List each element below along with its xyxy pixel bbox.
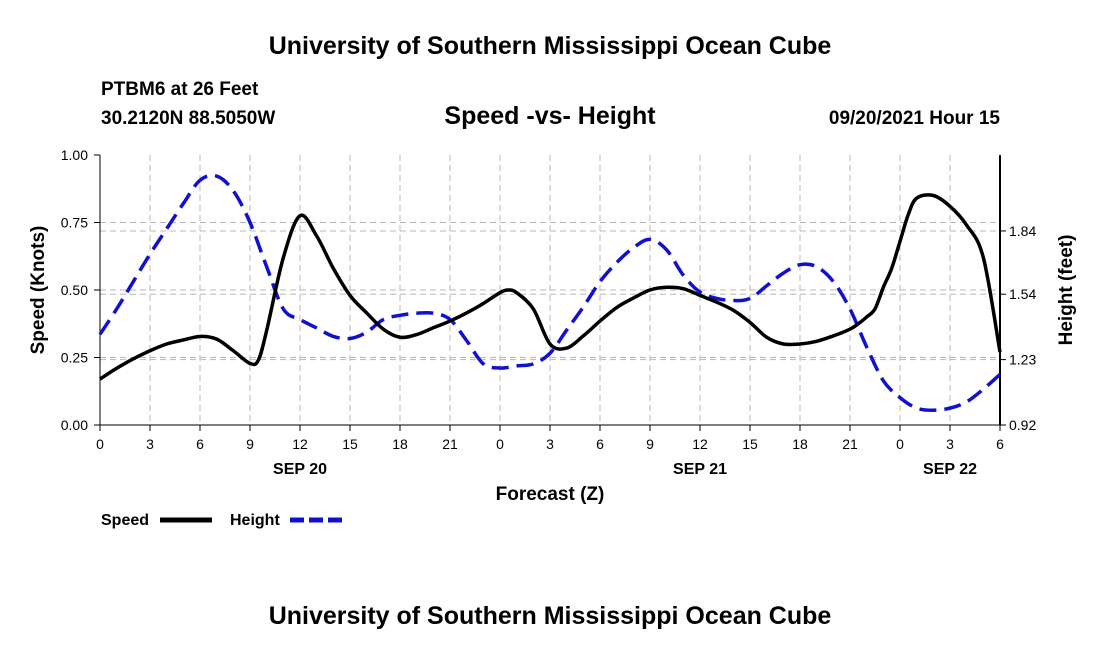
y2-tick-label-2: 1.54 — [1009, 286, 1036, 302]
y2-tick-label-1: 1.23 — [1009, 352, 1036, 368]
station-label: PTBM6 at 26 Feet — [101, 79, 259, 100]
y-tick-label-1: 0.25 — [61, 350, 88, 366]
x-tick-label-17: 3 — [946, 436, 954, 452]
day-label-2: SEP 22 — [923, 461, 977, 478]
page-title-top: University of Southern Mississippi Ocean… — [269, 32, 832, 60]
day-label-1: SEP 21 — [673, 461, 727, 478]
series-line-height — [98, 173, 1002, 412]
x-tick-label-18: 6 — [996, 436, 1004, 452]
x-tick-label-8: 0 — [496, 436, 504, 452]
legend-speed-label: Speed — [101, 512, 149, 529]
x-tick-label-13: 15 — [742, 436, 758, 452]
y-tick-label-2: 0.50 — [61, 282, 88, 298]
x-axis-title: Forecast (Z) — [496, 484, 605, 505]
x-tick-label-11: 9 — [646, 436, 654, 452]
y2-tick-label-3: 1.84 — [1009, 223, 1036, 239]
y-axis-title: Speed (Knots) — [28, 226, 49, 355]
x-tick-label-3: 9 — [246, 436, 254, 452]
x-tick-label-4: 12 — [292, 436, 308, 452]
series-line-speed — [99, 193, 1002, 381]
y2-tick-label-0: 0.92 — [1009, 417, 1036, 433]
x-tick-label-2: 6 — [196, 436, 204, 452]
legend-height-label: Height — [230, 512, 280, 529]
grid-lines — [100, 155, 1000, 425]
x-tick-label-7: 21 — [442, 436, 458, 452]
y-tick-label-0: 0.00 — [61, 417, 88, 433]
y-tick-label-3: 0.75 — [61, 215, 88, 231]
coords-label: 30.2120N 88.5050W — [101, 108, 275, 129]
x-tick-label-1: 3 — [146, 436, 154, 452]
y2-axis-title: Height (feet) — [1056, 235, 1077, 346]
page-title-bottom: University of Southern Mississippi Ocean… — [269, 602, 832, 630]
x-tick-label-9: 3 — [546, 436, 554, 452]
chart-subtitle: Speed -vs- Height — [444, 102, 656, 130]
x-tick-label-5: 15 — [342, 436, 358, 452]
series-group — [98, 173, 1002, 412]
datetime-label: 09/20/2021 Hour 15 — [829, 108, 1001, 129]
day-label-0: SEP 20 — [273, 461, 327, 478]
y-tick-label-4: 1.00 — [61, 147, 88, 163]
x-tick-label-15: 21 — [842, 436, 858, 452]
x-tick-label-16: 0 — [896, 436, 904, 452]
x-tick-label-6: 18 — [392, 436, 408, 452]
x-tick-label-12: 12 — [692, 436, 708, 452]
x-tick-label-0: 0 — [96, 436, 104, 452]
axis-ticks: 0 3 6 9 12 15 18 21 0 3 6 9 12 15 18 21 0 3 6 0.00 0.25 0.50 0… — [61, 147, 1037, 478]
x-tick-label-10: 6 — [596, 436, 604, 452]
x-tick-label-14: 18 — [792, 436, 808, 452]
